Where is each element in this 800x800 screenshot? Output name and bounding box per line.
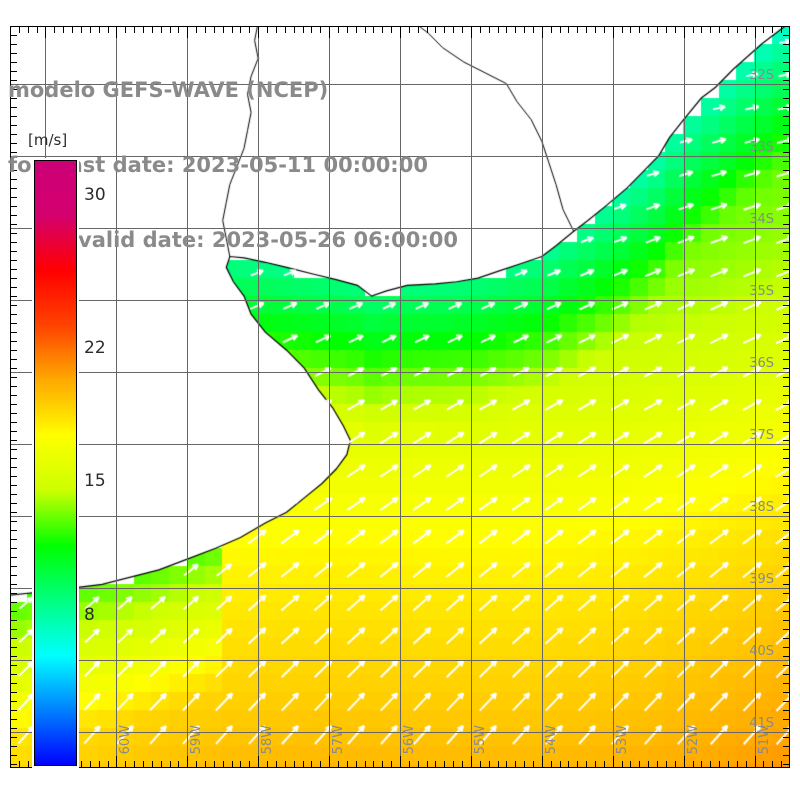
longitude-tick-label: 53W	[615, 724, 630, 754]
title-line-model: modelo GEFS-WAVE (NCEP)	[8, 78, 329, 102]
longitude-tick-label: 56W	[402, 724, 417, 754]
gridline-lat	[10, 156, 790, 157]
gridline-lon	[187, 26, 188, 768]
latitude-tick-label: 36S	[749, 356, 774, 371]
page-title: modelo GEFS-WAVE (NCEP) forecast date: 2…	[8, 28, 528, 303]
gridline-lon	[542, 26, 543, 768]
colorbar[interactable]	[32, 158, 79, 768]
colorbar-tick-label: 30	[84, 185, 106, 205]
gridline-lat	[10, 516, 790, 517]
longitude-tick-label: 59W	[189, 724, 204, 754]
longitude-tick-label: 57W	[331, 724, 346, 754]
latitude-tick-label: 40S	[749, 644, 774, 659]
title-line-valid-date: valid date: 2023-05-26 06:00:00	[78, 228, 458, 252]
title-line-forecast-date: forecast date: 2023-05-11 00:00:00	[8, 153, 428, 177]
latitude-tick-label: 41S	[749, 716, 774, 731]
latitude-tick-label: 32S	[749, 68, 774, 83]
map-plot-area[interactable]: 61W60W59W58W57W56W55W54W53W52W51W 32S33S…	[10, 26, 790, 768]
longitude-tick-label: 55W	[473, 724, 488, 754]
gridline-lon	[755, 26, 756, 768]
colorbar-tick-label: 8	[84, 605, 95, 625]
colorbar-units-label: [m/s]	[28, 131, 68, 149]
latitude-tick-label: 35S	[749, 284, 774, 299]
gridline-lon	[471, 26, 472, 768]
colorbar-gradient	[32, 158, 79, 768]
gridline-lat	[10, 732, 790, 733]
longitude-tick-label: 60W	[118, 724, 133, 754]
gridline-lon	[400, 26, 401, 768]
latitude-tick-label: 39S	[749, 572, 774, 587]
gridline-lon	[329, 26, 330, 768]
longitude-tick-label: 58W	[260, 724, 275, 754]
latitude-tick-label: 37S	[749, 428, 774, 443]
latitude-tick-label: 38S	[749, 500, 774, 515]
gridline-lat	[10, 444, 790, 445]
graticule-gridlines	[10, 26, 790, 768]
gridline-lat	[10, 588, 790, 589]
gridline-lat	[10, 228, 790, 229]
latitude-tick-label: 33S	[749, 140, 774, 155]
gridline-lon	[613, 26, 614, 768]
latitude-tick-label: 34S	[749, 212, 774, 227]
gridline-lat	[10, 372, 790, 373]
gridline-lat	[10, 84, 790, 85]
colorbar-tick-label: 22	[84, 338, 106, 358]
longitude-tick-label: 54W	[544, 724, 559, 754]
gridline-lat	[10, 660, 790, 661]
gridline-lat	[10, 300, 790, 301]
gridline-lon	[258, 26, 259, 768]
gridline-lon	[684, 26, 685, 768]
longitude-tick-label: 52W	[686, 724, 701, 754]
colorbar-outline	[34, 160, 77, 766]
gridline-lon	[116, 26, 117, 768]
colorbar-tick-label: 15	[84, 471, 106, 491]
